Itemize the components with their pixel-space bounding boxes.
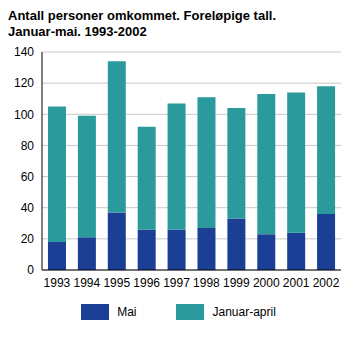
svg-text:2000: 2000 [253,276,280,290]
svg-text:140: 140 [14,45,34,59]
svg-text:0: 0 [27,263,34,277]
svg-text:120: 120 [14,76,34,90]
svg-text:80: 80 [21,139,35,153]
svg-text:1996: 1996 [133,276,160,290]
html-text:Januar-april: Januar-april [212,305,276,319]
svg-text:60: 60 [21,170,35,184]
svg-text:2002: 2002 [313,276,340,290]
svg-text:100: 100 [14,108,34,122]
svg-text:1995: 1995 [103,276,130,290]
html-text:Mai: Mai [117,305,137,319]
svg-text:20: 20 [21,232,35,246]
svg-text:1999: 1999 [223,276,250,290]
svg-text:1993: 1993 [44,276,71,290]
svg-text:1998: 1998 [193,276,220,290]
svg-text:2001: 2001 [283,276,310,290]
svg-text:40: 40 [21,201,35,215]
svg-text:1994: 1994 [73,276,100,290]
html-text:Antall personer omkommet. Fore: Antall personer omkommet. Foreløpige tal… [8,8,276,39]
svg-text:1997: 1997 [163,276,190,290]
